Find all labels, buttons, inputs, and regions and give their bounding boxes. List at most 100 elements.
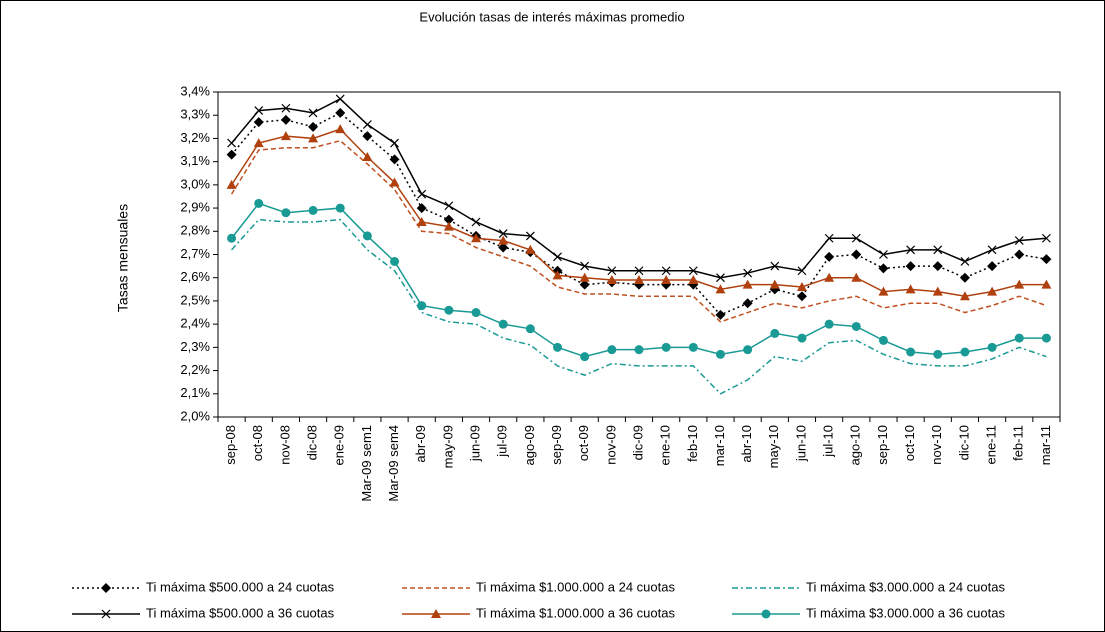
- x-tick-label: feb-11: [1011, 425, 1026, 461]
- y-tick-label: 2,2%: [180, 362, 210, 377]
- marker: [335, 124, 346, 134]
- y-tick-label: 2,5%: [180, 292, 210, 307]
- marker: [1041, 279, 1052, 289]
- marker: [905, 261, 916, 272]
- marker: [362, 152, 373, 161]
- marker: [634, 266, 644, 276]
- marker: [101, 609, 111, 619]
- y-axis-label: Tasas mensuales: [115, 204, 131, 312]
- marker: [743, 345, 753, 355]
- marker: [1014, 236, 1024, 245]
- marker: [960, 257, 970, 266]
- marker: [335, 107, 346, 118]
- legend-label: Ti máxima $3.000.000 a 24 cuotas: [806, 579, 1005, 594]
- marker: [661, 275, 672, 285]
- marker: [498, 235, 509, 245]
- y-tick-label: 2,0%: [180, 408, 210, 423]
- marker: [1041, 254, 1052, 265]
- marker: [362, 131, 373, 142]
- marker: [879, 250, 888, 259]
- x-tick-label: oct-10: [902, 425, 917, 461]
- marker: [933, 349, 943, 359]
- x-tick-label: mar-10: [712, 425, 727, 466]
- marker: [607, 266, 617, 276]
- legend-label: Ti máxima $1.000.000 a 24 cuotas: [476, 579, 675, 594]
- x-tick-label: jun-10: [793, 425, 808, 462]
- series-line: [231, 218, 1047, 395]
- marker: [987, 342, 997, 352]
- marker: [770, 261, 780, 271]
- x-tick-label: may-10: [766, 425, 781, 468]
- marker: [226, 179, 237, 189]
- x-tick-label: jun-09: [467, 425, 482, 462]
- marker: [227, 138, 237, 148]
- marker: [580, 352, 590, 362]
- marker: [851, 233, 861, 243]
- chart-title: Evolución tasas de interés máximas prome…: [419, 9, 684, 24]
- y-tick-label: 3,1%: [180, 153, 210, 168]
- marker: [715, 309, 726, 320]
- series-line: [230, 139, 1047, 323]
- marker: [987, 286, 998, 296]
- x-tick-label: ene-09: [332, 425, 347, 465]
- marker: [525, 231, 535, 241]
- marker: [553, 342, 563, 352]
- x-tick-label: jul-09: [495, 425, 510, 458]
- x-tick-label: ago-10: [848, 425, 863, 465]
- marker: [824, 233, 834, 243]
- marker: [335, 94, 345, 104]
- y-tick-label: 2,7%: [180, 246, 210, 261]
- marker: [878, 286, 889, 296]
- x-tick-label: oct-09: [576, 425, 591, 461]
- marker: [580, 261, 590, 271]
- marker: [688, 266, 698, 276]
- marker: [761, 609, 771, 619]
- x-tick-label: abr-10: [739, 425, 754, 463]
- marker: [101, 583, 111, 593]
- marker: [769, 279, 780, 289]
- x-tick-label: sep-08: [223, 425, 238, 465]
- marker: [715, 284, 726, 294]
- marker: [471, 308, 481, 318]
- marker: [606, 275, 617, 285]
- marker: [1014, 333, 1024, 343]
- marker: [389, 177, 400, 187]
- marker: [878, 263, 889, 274]
- marker: [959, 291, 970, 301]
- marker: [390, 138, 399, 148]
- marker: [498, 319, 508, 329]
- marker: [308, 108, 318, 118]
- x-tick-label: sep-09: [549, 425, 564, 465]
- legend-label: Ti máxima $500.000 a 36 cuotas: [146, 605, 335, 620]
- marker: [308, 205, 318, 215]
- marker: [281, 103, 291, 113]
- marker: [770, 328, 780, 338]
- y-tick-label: 2,4%: [180, 316, 210, 331]
- x-tick-label: ene-10: [658, 425, 673, 465]
- legend-label: Ti máxima $500.000 a 24 cuotas: [146, 579, 335, 594]
- marker: [443, 221, 454, 231]
- marker: [634, 345, 644, 355]
- x-tick-label: nov-08: [277, 425, 292, 465]
- x-tick-label: oct-08: [250, 425, 265, 461]
- legend-label: Ti máxima $1.000.000 a 36 cuotas: [476, 605, 675, 620]
- x-tick-label: dic-08: [305, 425, 320, 460]
- x-tick-label: dic-09: [630, 425, 645, 460]
- marker: [743, 268, 753, 278]
- marker: [715, 349, 725, 359]
- y-tick-label: 2,3%: [180, 339, 210, 354]
- marker: [389, 154, 400, 165]
- marker: [227, 233, 237, 243]
- marker: [797, 333, 807, 343]
- y-tick-label: 3,2%: [180, 130, 210, 145]
- marker: [553, 252, 562, 262]
- marker: [851, 321, 861, 331]
- marker: [716, 273, 725, 283]
- marker: [1014, 249, 1025, 260]
- x-tick-label: abr-09: [413, 425, 428, 463]
- x-tick-label: Mar-09 sem1: [359, 425, 374, 502]
- marker: [824, 272, 835, 282]
- y-tick-label: 2,9%: [180, 200, 210, 215]
- marker: [417, 301, 427, 311]
